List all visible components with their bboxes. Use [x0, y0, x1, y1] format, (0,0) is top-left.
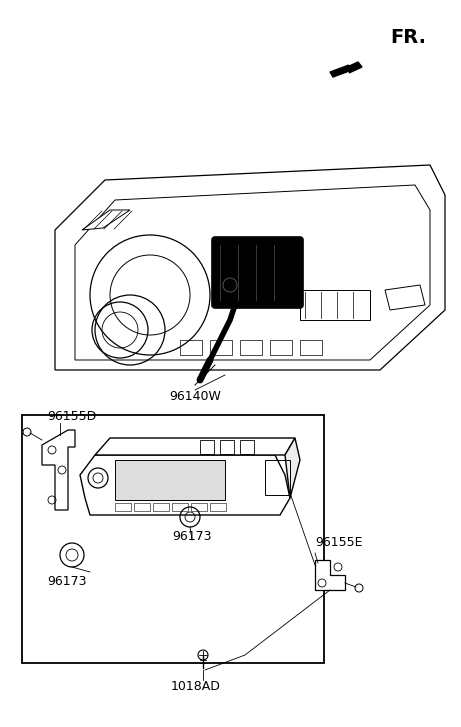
- Text: 96173: 96173: [172, 530, 212, 543]
- Polygon shape: [82, 210, 130, 230]
- Bar: [191, 503, 207, 511]
- Bar: [240, 440, 254, 454]
- Text: FR.: FR.: [390, 28, 426, 47]
- Circle shape: [198, 650, 208, 660]
- Polygon shape: [285, 438, 300, 498]
- Bar: [300, 340, 322, 355]
- Text: 96155E: 96155E: [315, 537, 362, 550]
- Polygon shape: [75, 185, 430, 360]
- Bar: [115, 503, 131, 511]
- Polygon shape: [330, 62, 362, 77]
- Bar: [22, 415, 324, 663]
- Polygon shape: [80, 455, 290, 515]
- Circle shape: [355, 584, 363, 592]
- Bar: [200, 440, 214, 454]
- Polygon shape: [95, 438, 295, 455]
- Bar: [134, 503, 150, 511]
- Bar: [210, 503, 226, 511]
- Bar: [210, 340, 232, 355]
- Bar: [300, 290, 370, 320]
- Polygon shape: [42, 430, 75, 510]
- Text: 96140W: 96140W: [169, 390, 221, 403]
- Bar: [180, 340, 202, 355]
- Bar: [115, 460, 225, 500]
- Bar: [270, 340, 292, 355]
- Polygon shape: [315, 560, 345, 590]
- Text: 96155D: 96155D: [47, 410, 96, 423]
- Bar: [153, 503, 169, 511]
- Bar: [220, 440, 234, 454]
- Polygon shape: [55, 165, 445, 370]
- Text: 96173: 96173: [47, 575, 87, 588]
- Circle shape: [23, 428, 31, 436]
- Polygon shape: [385, 285, 425, 310]
- Text: 1018AD: 1018AD: [171, 680, 221, 693]
- Bar: [265, 460, 290, 495]
- Bar: [172, 503, 188, 511]
- FancyBboxPatch shape: [212, 237, 303, 308]
- Bar: [240, 340, 262, 355]
